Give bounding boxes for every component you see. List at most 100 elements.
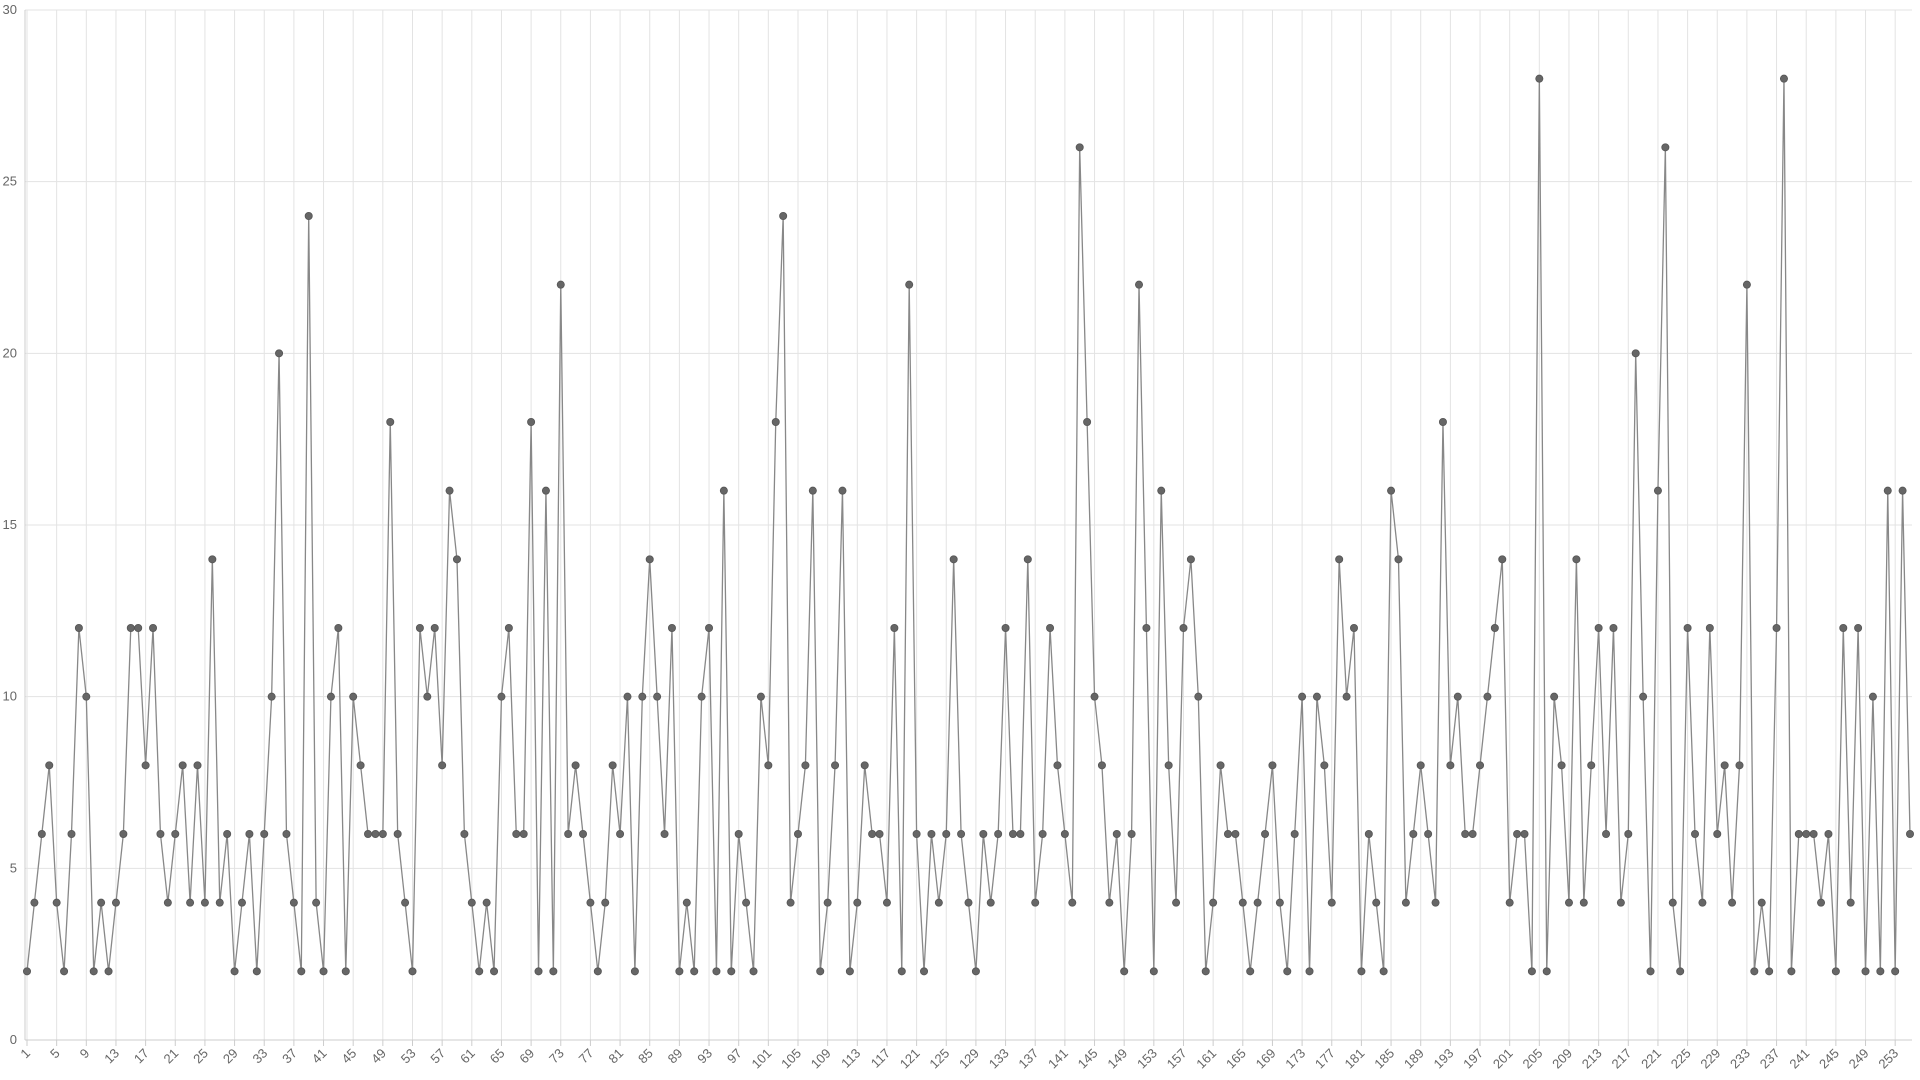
point [860, 761, 869, 770]
point [808, 486, 817, 495]
point [482, 898, 491, 907]
point [156, 830, 165, 839]
point [1461, 830, 1470, 839]
point [341, 967, 350, 976]
x-tick-label: 161 [1193, 1046, 1219, 1072]
point [223, 830, 232, 839]
point [942, 830, 951, 839]
point [1779, 74, 1788, 83]
point [1817, 898, 1826, 907]
x-tick-label: 149 [1104, 1046, 1130, 1072]
x-tick-label: 109 [808, 1046, 834, 1072]
x-tick-label: 153 [1134, 1046, 1160, 1072]
x-tick-label: 221 [1638, 1046, 1664, 1072]
y-tick-label: 10 [3, 689, 17, 704]
point [1016, 830, 1025, 839]
point [401, 898, 410, 907]
point [1023, 555, 1032, 564]
x-tick-label: 189 [1401, 1046, 1427, 1072]
x-tick-label: 181 [1342, 1046, 1368, 1072]
point [971, 967, 980, 976]
point [1275, 898, 1284, 907]
point [111, 898, 120, 907]
x-tick-label: 13 [101, 1046, 122, 1067]
point [1868, 692, 1877, 701]
point [460, 830, 469, 839]
point [1505, 898, 1514, 907]
point [1668, 898, 1677, 907]
point [200, 898, 209, 907]
point [764, 761, 773, 770]
point [430, 624, 439, 633]
point [1728, 898, 1737, 907]
point [1683, 624, 1692, 633]
point [1564, 898, 1573, 907]
point [645, 555, 654, 564]
point [1120, 967, 1129, 976]
point [1305, 967, 1314, 976]
point [920, 967, 929, 976]
x-tick-label: 225 [1668, 1046, 1694, 1072]
x-tick-label: 193 [1431, 1046, 1457, 1072]
x-tick-label: 57 [427, 1046, 448, 1067]
point [1105, 898, 1114, 907]
point [756, 692, 765, 701]
point [1639, 692, 1648, 701]
x-tick-label: 17 [131, 1046, 152, 1067]
x-tick-label: 213 [1579, 1046, 1605, 1072]
point [1172, 898, 1181, 907]
x-tick-label: 41 [309, 1046, 330, 1067]
point [1787, 967, 1796, 976]
point [793, 830, 802, 839]
point [60, 967, 69, 976]
point [1705, 624, 1714, 633]
point [986, 898, 995, 907]
point [393, 830, 402, 839]
point [1742, 280, 1751, 289]
point [334, 624, 343, 633]
point [386, 417, 395, 426]
point [890, 624, 899, 633]
x-tick-label: 97 [724, 1046, 745, 1067]
point [1550, 692, 1559, 701]
point [1831, 967, 1840, 976]
point [1876, 967, 1885, 976]
point [1483, 692, 1492, 701]
point [1342, 692, 1351, 701]
point [1409, 830, 1418, 839]
point [1164, 761, 1173, 770]
point [497, 692, 506, 701]
point [45, 761, 54, 770]
point [734, 830, 743, 839]
x-tick-label: 133 [986, 1046, 1012, 1072]
x-tick-label: 85 [635, 1046, 656, 1067]
point [1846, 898, 1855, 907]
point [1476, 761, 1485, 770]
point [727, 967, 736, 976]
point [1046, 624, 1055, 633]
point [267, 692, 276, 701]
x-tick-label: 25 [190, 1046, 211, 1067]
point [1713, 830, 1722, 839]
x-tick-label: 173 [1282, 1046, 1308, 1072]
point [675, 967, 684, 976]
point [1535, 74, 1544, 83]
x-tick-label: 253 [1875, 1046, 1901, 1072]
point [1194, 692, 1203, 701]
point [364, 830, 373, 839]
x-tick-label: 37 [279, 1046, 300, 1067]
x-tick-label: 113 [838, 1046, 863, 1071]
x-tick-label: 205 [1519, 1046, 1545, 1072]
point [1594, 624, 1603, 633]
point [1616, 898, 1625, 907]
point [838, 486, 847, 495]
point [134, 624, 143, 633]
point [690, 967, 699, 976]
point [1572, 555, 1581, 564]
x-tick-label: 45 [338, 1046, 359, 1067]
point [438, 761, 447, 770]
x-tick-label: 125 [926, 1046, 952, 1072]
point [371, 830, 380, 839]
x-tick-label: 73 [546, 1046, 567, 1067]
point [326, 692, 335, 701]
